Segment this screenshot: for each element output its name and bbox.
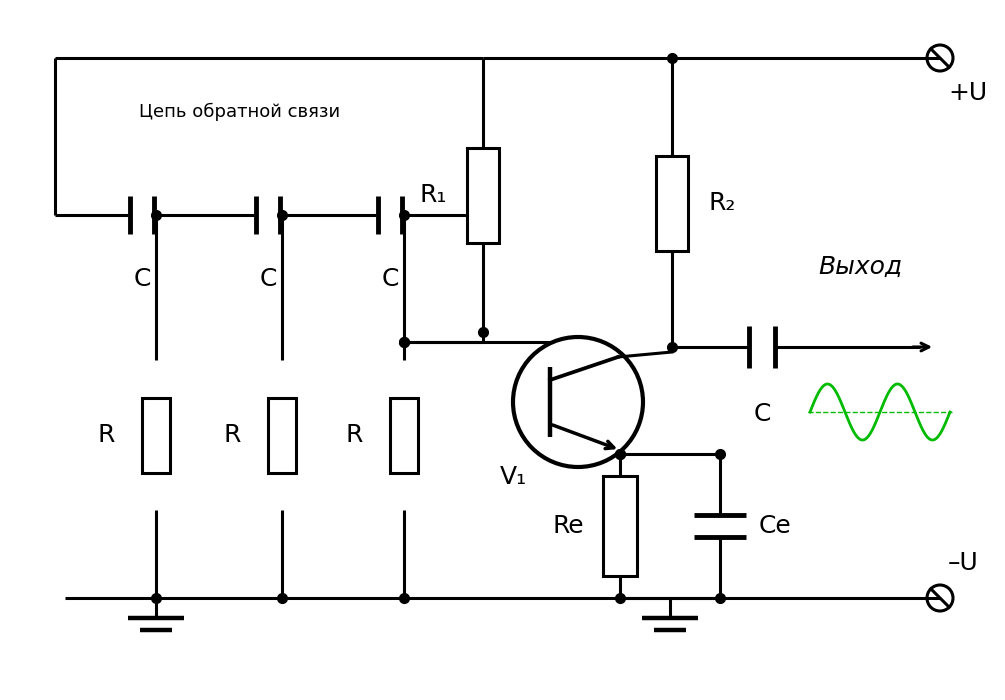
Text: C: C bbox=[754, 402, 771, 426]
Text: C: C bbox=[259, 267, 276, 291]
Text: R: R bbox=[346, 423, 363, 447]
Text: Ce: Ce bbox=[759, 514, 791, 538]
Bar bbox=[142, 398, 170, 472]
Text: R₁: R₁ bbox=[419, 183, 446, 207]
Text: R₂: R₂ bbox=[709, 191, 736, 215]
Text: C: C bbox=[381, 267, 399, 291]
Text: Цепь обратной связи: Цепь обратной связи bbox=[140, 103, 341, 121]
Text: V₁: V₁ bbox=[499, 465, 527, 489]
Bar bbox=[603, 476, 637, 576]
Text: Выход: Выход bbox=[818, 255, 902, 279]
Text: C: C bbox=[134, 267, 151, 291]
Bar bbox=[656, 155, 688, 251]
Bar bbox=[467, 148, 499, 242]
Bar bbox=[268, 398, 296, 472]
Text: R: R bbox=[97, 423, 115, 447]
Text: –U: –U bbox=[948, 551, 979, 575]
Text: +U: +U bbox=[948, 81, 987, 105]
Text: R: R bbox=[223, 423, 240, 447]
Bar bbox=[390, 398, 418, 472]
Text: Re: Re bbox=[552, 514, 584, 538]
